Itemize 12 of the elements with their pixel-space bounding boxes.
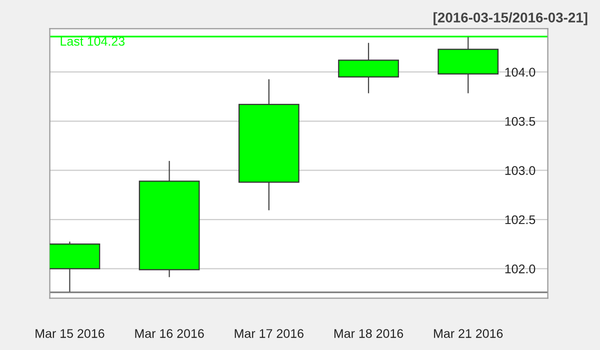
- chart-subtitle: [2016-03-15/2016-03-21]: [434, 12, 588, 26]
- y-tick-label: 104.0: [505, 68, 536, 77]
- x-tick-label: Mar 21 2016: [434, 329, 503, 338]
- x-tick-label: Mar 17 2016: [234, 329, 304, 338]
- y-tick-label: 103.0: [505, 166, 536, 175]
- x-tick-label: Mar 15 2016: [36, 329, 104, 338]
- y-tick-label: 102.0: [505, 264, 536, 274]
- y-tick-label: 102.5: [505, 215, 536, 224]
- y-tick-label: 103.5: [505, 116, 536, 126]
- x-tick-label: Mar 16 2016: [135, 329, 204, 338]
- x-tick-label: Mar 18 2016: [334, 329, 404, 338]
- annotation: Last 104.23: [60, 36, 125, 46]
